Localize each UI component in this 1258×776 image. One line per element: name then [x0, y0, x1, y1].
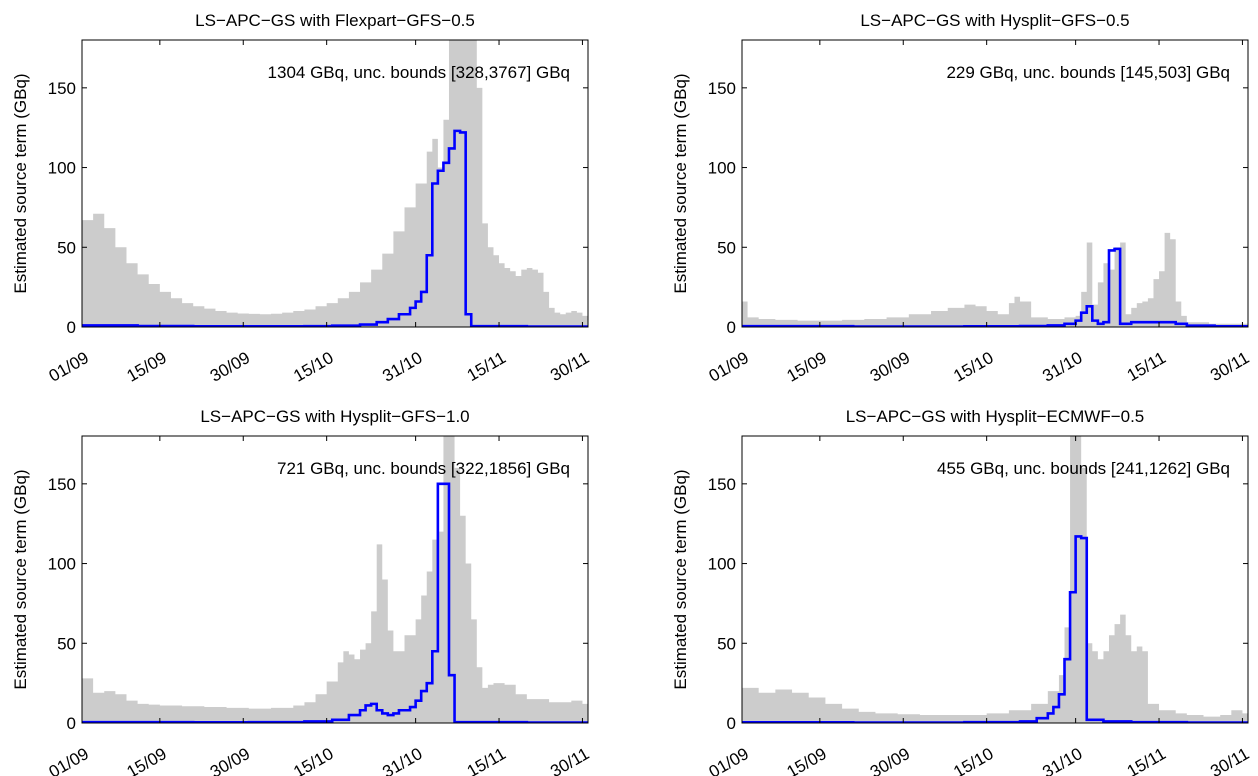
x-tick-label: 30/11	[547, 744, 592, 776]
y-axis-label: Estimated source term (GBq)	[671, 73, 690, 293]
plot-area	[742, 436, 1248, 723]
x-tick-label: 01/09	[706, 744, 752, 776]
y-tick-label: 50	[57, 238, 76, 257]
x-tick-label: 15/10	[290, 348, 336, 386]
uncertainty-band	[82, 436, 588, 723]
plot-content	[742, 436, 1248, 723]
x-tick-label: 30/09	[867, 744, 913, 776]
y-tick-label: 50	[717, 238, 736, 257]
x-tick-label: 01/09	[46, 348, 92, 386]
x-tick-label: 30/09	[867, 348, 913, 386]
y-tick-label: 0	[727, 318, 736, 337]
y-tick-label: 150	[48, 79, 76, 98]
x-tick-label: 15/10	[950, 744, 996, 776]
chart-title: LS−APC−GS with Flexpart−GFS−0.5	[195, 11, 475, 30]
x-tick-label: 15/10	[290, 744, 336, 776]
x-tick-label: 15/11	[1124, 348, 1169, 385]
chart-panel-3: 0 50 100 150 01/09 15/09 30/09 15/10 31/10 15/11 3…	[11, 407, 592, 776]
x-tick-label: 31/10	[379, 348, 425, 386]
x-tick-label: 15/09	[783, 744, 829, 776]
x-tick-label: 30/11	[547, 348, 592, 385]
plot-area	[82, 436, 588, 723]
x-tick-label: 15/09	[123, 348, 169, 386]
x-tick-label: 01/09	[46, 744, 92, 776]
axes-box	[81, 435, 589, 724]
x-tick-label: 15/09	[123, 744, 169, 776]
chart-title: LS−APC−GS with Hysplit−GFS−1.0	[200, 407, 469, 426]
y-tick-label: 150	[708, 475, 736, 494]
y-tick-label: 100	[708, 159, 736, 178]
y-axis-label: Estimated source term (GBq)	[11, 469, 30, 689]
x-tick-label: 15/11	[464, 348, 509, 385]
y-axis-label: Estimated source term (GBq)	[671, 469, 690, 689]
y-tick-label: 100	[48, 159, 76, 178]
chart-annotation: 229 GBq, unc. bounds [145,503] GBq	[946, 63, 1230, 82]
chart-panel-2: 0 50 100 150 01/09 15/09 30/09 15/10 31/10 15/11 3…	[671, 11, 1252, 386]
chart-annotation: 1304 GBq, unc. bounds [328,3767] GBq	[268, 63, 570, 82]
x-tick-label: 31/10	[1039, 744, 1085, 776]
y-tick-label: 0	[727, 714, 736, 733]
x-tick-label: 31/10	[1039, 348, 1085, 386]
uncertainty-band	[742, 232, 1248, 327]
y-tick-label: 150	[48, 475, 76, 494]
axes-box	[741, 39, 1249, 328]
y-axis-label: Estimated source term (GBq)	[11, 73, 30, 293]
x-tick-label: 01/09	[706, 348, 752, 386]
chart-annotation: 455 GBq, unc. bounds [241,1262] GBq	[937, 459, 1230, 478]
x-tick-label: 15/11	[1124, 744, 1169, 776]
y-tick-label: 100	[708, 555, 736, 574]
y-tick-label: 100	[48, 555, 76, 574]
axes-box	[741, 435, 1249, 724]
x-tick-label: 30/11	[1207, 348, 1252, 385]
x-tick-label: 30/09	[207, 744, 253, 776]
chart-title: LS−APC−GS with Hysplit−GFS−0.5	[860, 11, 1129, 30]
x-tick-label: 30/09	[207, 348, 253, 386]
uncertainty-band	[742, 436, 1248, 723]
estimate-line	[742, 535, 1248, 723]
x-tick-label: 15/10	[950, 348, 996, 386]
plot-content	[82, 40, 588, 327]
estimate-line	[82, 482, 588, 723]
chart-panel-1: 0 50 100 150 01/09 15/09 30/09 15/10 31/10 15/11 3…	[11, 11, 592, 386]
y-tick-label: 0	[67, 714, 76, 733]
x-tick-label: 15/11	[464, 744, 509, 776]
chart-annotation: 721 GBq, unc. bounds [322,1856] GBq	[277, 459, 570, 478]
estimate-line	[82, 129, 588, 327]
y-tick-label: 0	[67, 318, 76, 337]
plot-content	[82, 436, 588, 723]
chart-panel-4: 0 50 100 150 01/09 15/09 30/09 15/10 31/10 15/11 3…	[671, 407, 1252, 776]
x-tick-label: 30/11	[1207, 744, 1252, 776]
chart-title: LS−APC−GS with Hysplit−ECMWF−0.5	[846, 407, 1145, 426]
uncertainty-band	[82, 40, 588, 327]
y-tick-label: 50	[57, 634, 76, 653]
plot-content	[742, 232, 1248, 327]
axes-box	[81, 39, 589, 328]
y-tick-label: 50	[717, 634, 736, 653]
x-tick-label: 31/10	[379, 744, 425, 776]
x-tick-label: 15/09	[783, 348, 829, 386]
estimate-line	[742, 247, 1248, 327]
y-tick-label: 150	[708, 79, 736, 98]
